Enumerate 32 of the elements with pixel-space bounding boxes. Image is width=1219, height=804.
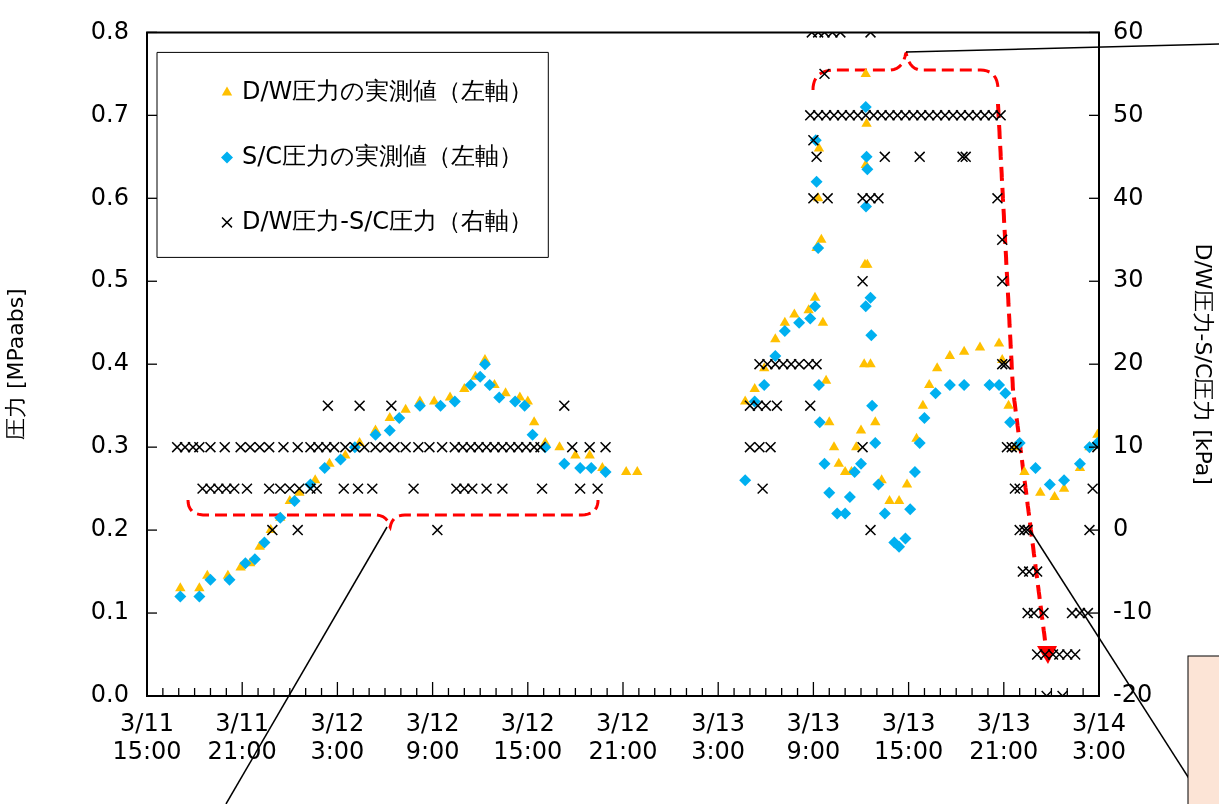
y2-tick-label: 0	[1113, 514, 1129, 543]
y-tick-label: 0.7	[90, 99, 129, 128]
x-tick-label: 3/12 3:00	[310, 708, 365, 766]
x-tick-label: 3/13 15:00	[874, 708, 944, 766]
y-tick-label: 0.8	[90, 16, 129, 45]
y2-tick-label: 50	[1113, 99, 1144, 128]
legend-label: D/W圧力の実測値（左軸）	[242, 76, 534, 105]
y2-tick-label: 40	[1113, 182, 1144, 211]
y2-axis-title: D/W圧力-S/C圧力 [kPa]	[1191, 243, 1217, 485]
x-tick-label: 3/13 9:00	[786, 708, 841, 766]
x-tick-label: 3/12 15:00	[493, 708, 563, 766]
y2-tick-label: 30	[1113, 265, 1144, 294]
x-tick-label: 3/13 21:00	[969, 708, 1039, 766]
y-tick-label: 0.1	[90, 597, 129, 626]
y2-tick-label: 20	[1113, 348, 1144, 377]
x-tick-label: 3/12 21:00	[588, 708, 658, 766]
y-tick-label: 0.2	[90, 514, 129, 543]
y-tick-label: 0.5	[90, 265, 129, 294]
y-tick-label: 0.0	[90, 680, 129, 709]
x-tick-label: 3/13 3:00	[691, 708, 746, 766]
y2-tick-label: 60	[1113, 16, 1144, 45]
y-tick-label: 0.6	[90, 182, 129, 211]
x-tick-label: 3/14 3:00	[1072, 708, 1126, 766]
y-axis-title: 圧力 [MPaabs]	[2, 288, 28, 441]
y2-tick-label: -10	[1113, 597, 1153, 626]
x-tick-label: 3/11 15:00	[112, 708, 182, 766]
y2-tick-label: 10	[1113, 431, 1144, 460]
y-tick-label: 0.4	[90, 348, 129, 377]
y-tick-label: 0.3	[90, 431, 129, 460]
x-tick-label: 3/12 9:00	[405, 708, 460, 766]
legend-label: S/C圧力の実測値（左軸）	[242, 141, 524, 170]
legend-label: D/W圧力-S/C圧力（右軸）	[242, 206, 534, 235]
